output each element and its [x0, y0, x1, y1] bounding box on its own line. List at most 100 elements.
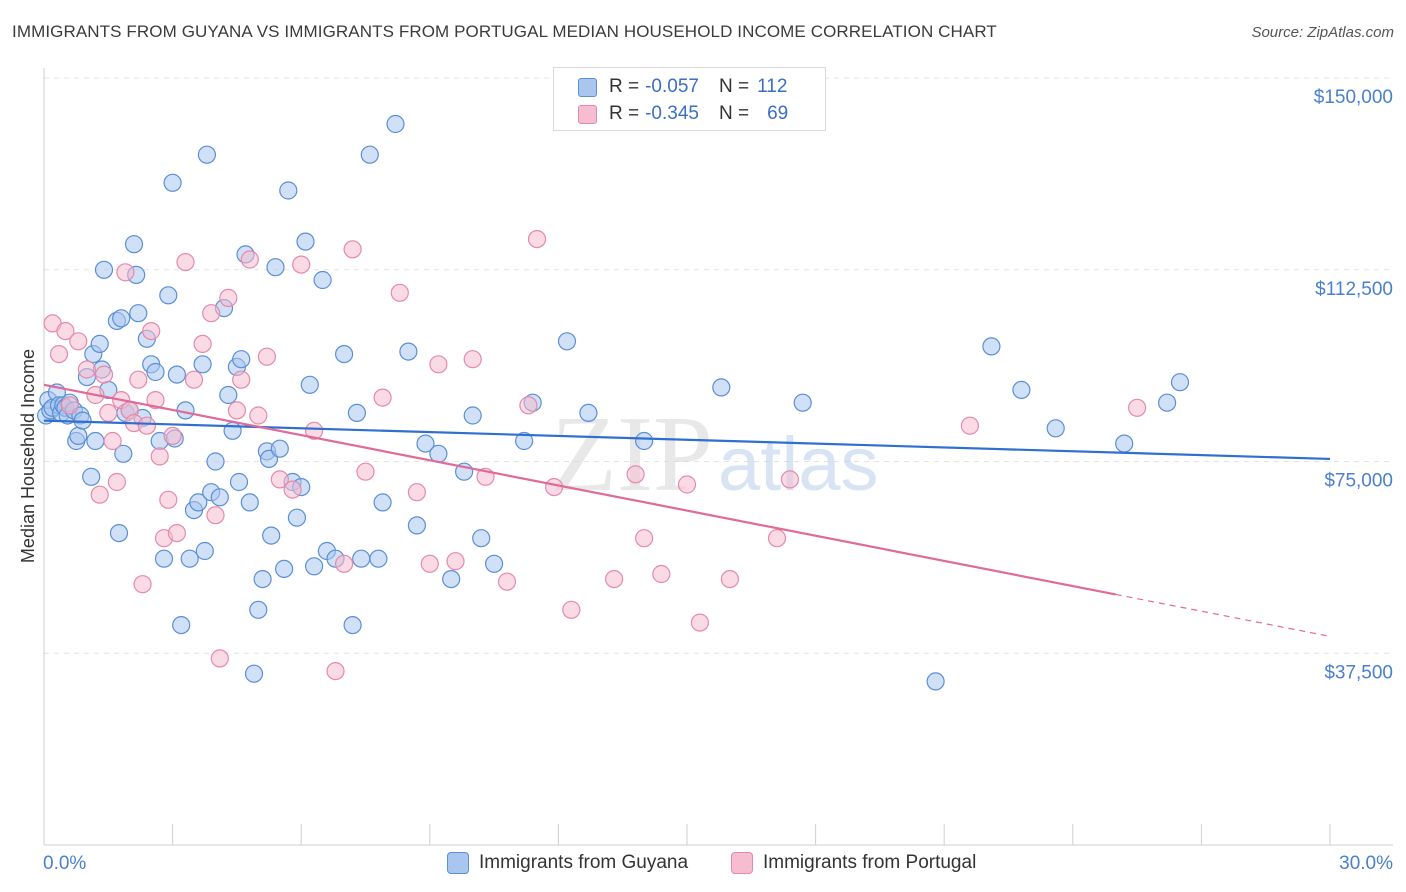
legend-r-value: -0.057 — [645, 76, 699, 97]
data-point — [780, 470, 800, 489]
data-point — [399, 342, 418, 361]
data-point — [352, 549, 371, 568]
data-point — [240, 250, 259, 269]
legend-n-label: N = — [718, 103, 750, 124]
data-point — [634, 431, 654, 451]
data-point — [1115, 434, 1134, 453]
data-point — [49, 345, 69, 364]
data-point — [193, 334, 212, 353]
data-point — [519, 396, 538, 415]
axes — [43, 68, 1393, 846]
data-point — [133, 575, 152, 594]
data-point — [343, 240, 362, 259]
legend-row-guyana: R = -0.057 N = 112 — [578, 75, 787, 99]
chart-title: IMMIGRANTS FROM GUYANA VS IMMIGRANTS FRO… — [12, 22, 997, 41]
data-point — [446, 552, 465, 571]
series-swatch-guyana — [447, 852, 469, 874]
data-point — [69, 332, 88, 351]
data-point — [313, 270, 332, 290]
data-point — [275, 559, 294, 579]
legend-n-label: N = — [718, 76, 750, 97]
data-point — [206, 506, 225, 525]
y-tick-label: $150,000 — [1314, 87, 1393, 108]
data-point — [150, 447, 169, 466]
data-point — [292, 255, 311, 274]
data-point — [296, 232, 315, 251]
data-point — [94, 260, 114, 279]
series-legend-portugal: Immigrants from Portugal — [731, 852, 976, 874]
legend-r-label: R = — [609, 103, 640, 124]
data-point — [129, 304, 148, 323]
data-point — [767, 529, 787, 548]
data-point — [369, 549, 388, 568]
data-point — [202, 304, 221, 323]
data-point — [109, 523, 129, 543]
y-tick-labels: $37,500 $75,000 $112,500 $150,000 — [1314, 87, 1393, 683]
legend-r-value: -0.345 — [645, 103, 699, 124]
source-label: Source: ZipAtlas.com — [1251, 24, 1394, 41]
data-point — [142, 322, 161, 341]
data-point — [472, 529, 491, 548]
data-point — [373, 388, 392, 407]
data-point — [463, 406, 482, 425]
data-point — [180, 549, 199, 568]
data-point — [197, 145, 216, 164]
watermark-zip: ZIP — [551, 395, 713, 514]
series-name-guyana: Immigrants from Guyana — [479, 852, 689, 873]
y-tick-label: $75,000 — [1324, 471, 1393, 492]
data-point — [270, 470, 289, 489]
data-point — [56, 322, 75, 341]
data-point — [429, 355, 448, 374]
data-point — [463, 350, 482, 369]
y-axis-label: Median Household Income — [18, 349, 38, 563]
data-point — [652, 564, 671, 584]
data-point — [99, 403, 118, 422]
data-point — [544, 478, 564, 497]
data-point — [497, 572, 517, 591]
data-point — [347, 403, 366, 422]
data-point — [1170, 373, 1190, 392]
data-point — [206, 452, 225, 471]
legend-row-portugal: R = -0.345 N = 69 — [578, 102, 788, 126]
data-point — [373, 493, 392, 512]
data-point — [129, 370, 148, 389]
data-point — [604, 569, 624, 589]
data-point — [262, 526, 281, 545]
data-point — [253, 569, 272, 589]
data-point — [232, 370, 251, 389]
data-point — [982, 337, 1001, 356]
data-point — [112, 309, 131, 328]
trend-line-portugal-extension — [1115, 593, 1331, 637]
y-tick-label: $112,500 — [1315, 279, 1393, 300]
data-point — [712, 378, 731, 397]
data-point — [283, 480, 302, 499]
data-point — [167, 523, 186, 543]
data-point — [210, 488, 229, 507]
data-point — [90, 485, 109, 504]
data-point — [249, 600, 268, 619]
data-point — [485, 554, 504, 573]
data-point — [114, 444, 133, 463]
data-point — [146, 391, 165, 410]
legend-n-value: 69 — [767, 103, 789, 124]
data-point — [562, 600, 581, 619]
data-point — [69, 426, 88, 445]
series-swatch-portugal — [731, 852, 753, 874]
watermark-atlas: atlas — [718, 422, 879, 507]
data-point — [193, 355, 212, 374]
data-point — [124, 235, 144, 254]
data-point — [90, 334, 109, 353]
data-point — [103, 431, 122, 451]
data-point — [416, 434, 435, 453]
data-point — [305, 557, 324, 576]
data-point — [442, 569, 461, 589]
data-point — [189, 493, 208, 512]
data-point — [960, 416, 980, 435]
trend-line-portugal — [43, 383, 1116, 596]
data-point — [420, 554, 439, 573]
data-point — [335, 345, 354, 364]
data-point — [240, 493, 259, 512]
data-point — [305, 421, 324, 440]
data-point — [219, 385, 238, 405]
